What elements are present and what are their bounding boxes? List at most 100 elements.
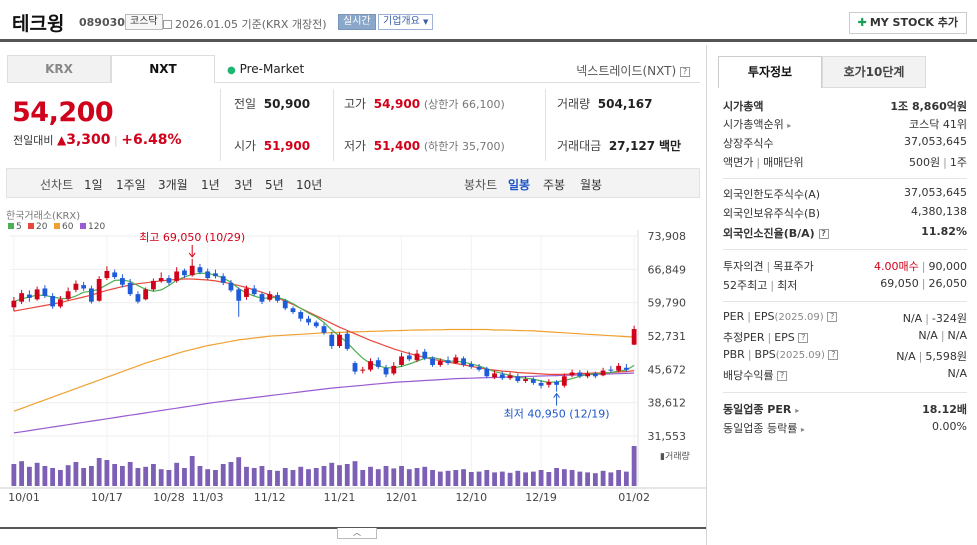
period-1d[interactable]: 1일 [84,178,103,192]
volume-bar [430,470,435,486]
candle-body [166,278,172,283]
chart-annotations: 최고 69,050 (10/29) 최저 40,950 (12/19) [139,231,609,421]
current-price: 54,200 [12,97,114,128]
tab-invest-info[interactable]: 투자정보 [718,56,822,88]
candle-body [523,379,528,382]
period-1y[interactable]: 1년 [201,178,220,192]
market-badge: 코스닥 [125,14,163,30]
period-10y[interactable]: 10년 [296,178,323,192]
industry-per-row[interactable]: 동일업종 PER ▸ 18.12배 [723,401,967,419]
tab-krx[interactable]: KRX [7,55,111,83]
volume-bar [631,446,637,486]
high-value: 54,900 [373,97,421,111]
date-label: 2026.01.05 기준(KRX 개장전) [175,18,327,31]
low-label: 저가 [344,139,367,153]
par-value: 500원 [909,156,941,169]
volume-bar [569,470,575,486]
add-mystock-button[interactable]: ✚ MY STOCK 추가 [848,12,967,34]
legend-swatch [8,223,14,229]
candle-chart-label[interactable]: 봉차트 [464,178,498,192]
tab-nxt[interactable]: NXT [111,55,215,83]
candle-weekly[interactable]: 주봉 [543,178,566,192]
up-triangle-icon: ▲ [56,133,67,147]
price-change: 전일대비 ▲3,300 | +6.48% [13,132,182,148]
nxt-link[interactable]: 넥스트레이드(NXT) ? [576,62,690,79]
volume-bar [616,470,622,486]
dividend-label-text: 배당수익률 [723,369,774,382]
collapse-chart-button[interactable]: ︿ [337,528,377,539]
candle-monthly[interactable]: 월봉 [580,178,603,192]
lot-label: 매매단위 [763,156,804,169]
period-3y[interactable]: 3년 [234,178,253,192]
company-overview-button[interactable]: 기업개요 ▼ [378,14,434,30]
opinion-target-value: 4.00매수 | 90,000 [874,260,967,273]
y-tick-label: 45,672 [648,363,687,376]
candle-body [360,369,366,371]
trade-amount: 거래대금 27,127 백만 [557,137,681,154]
amount-unit: 백만 [658,139,682,153]
rank-row[interactable]: 시가총액순위 ▸ 코스닥 41위 [723,116,967,134]
candle-daily[interactable]: 일봉 [508,178,531,192]
line-chart-label[interactable]: 선차트 [40,178,74,192]
volume-bar [81,468,87,486]
divider [723,301,967,302]
industry-rate-row[interactable]: 동일업종 등락률 ▸ 0.00% [723,420,967,438]
candle-body [282,300,288,309]
legend-swatch [54,223,60,229]
y-tick-label: 38,612 [648,397,687,410]
candle-body [430,358,435,365]
tab-order-book[interactable]: 호가10단계 [822,56,926,88]
volume-bar [182,468,187,486]
period-bar: 선차트 1일 1주일 3개월 1년 3년 5년 10년 봉차트 일봉 주봉 월봉 [6,168,700,198]
candle-body [42,288,48,297]
prev-close: 전일 50,900 [234,95,310,112]
candle-body [445,360,451,364]
candle-body [213,273,218,277]
volume-bar [406,469,412,486]
pbr-value: N/A | 5,598원 [896,350,967,363]
help-icon[interactable]: ? [828,350,839,360]
candle-body [577,372,583,377]
help-icon[interactable]: ? [818,229,829,239]
green-dot-icon: ● [227,65,236,76]
foreign-hold-label: 외국인보유주식수(B) [723,207,821,220]
lot-value: 1주 [949,156,967,169]
y-tick-label: 59,790 [648,297,687,310]
industry-per-value: 18.12배 [922,403,967,416]
bps-value: 5,598원 [925,350,967,363]
volume-bar [220,464,226,486]
volume-bar [73,462,79,486]
volume-bar [11,464,17,486]
candle-body [19,293,25,302]
high-label: 고가 [344,97,367,111]
volume-bar [515,470,521,486]
candle-body [127,282,133,295]
pbr-label-text: PBR [723,348,745,361]
period-3m[interactable]: 3개월 [158,178,188,192]
amount-label: 거래대금 [557,139,602,153]
market-cap-row: 시가총액 1조 8,860억원 [723,98,967,116]
period-1w[interactable]: 1주일 [116,178,146,192]
candle-body [499,374,505,379]
volume-bar [197,466,203,486]
help-icon[interactable]: ? [798,333,809,343]
help-icon[interactable]: ? [827,312,838,322]
candle-body [236,289,242,301]
volume-bar [344,464,350,486]
help-icon[interactable]: ? [777,371,788,381]
separator: | [114,134,118,147]
candle-body [120,278,125,285]
dividend-row: 배당수익률 ? N/A [723,367,967,385]
volume-bar [546,472,552,486]
realtime-badge[interactable]: 실시간 [338,14,376,30]
chart-source-label: 한국거래소(KRX) [6,210,80,222]
candle-body [228,282,234,291]
price-chart[interactable]: 한국거래소(KRX) 5 20 60 120 최고 69,050 (10/29) 최저 … [0,203,706,533]
period-5y[interactable]: 5년 [265,178,284,192]
prev-close-value: 50,900 [263,97,311,111]
volume-bar [468,472,474,486]
w52-high-value: 69,050 [880,277,919,290]
premarket-status: ● Pre-Market [227,62,304,76]
volume-bar [445,470,451,486]
chevron-right-icon: ▸ [787,121,792,130]
